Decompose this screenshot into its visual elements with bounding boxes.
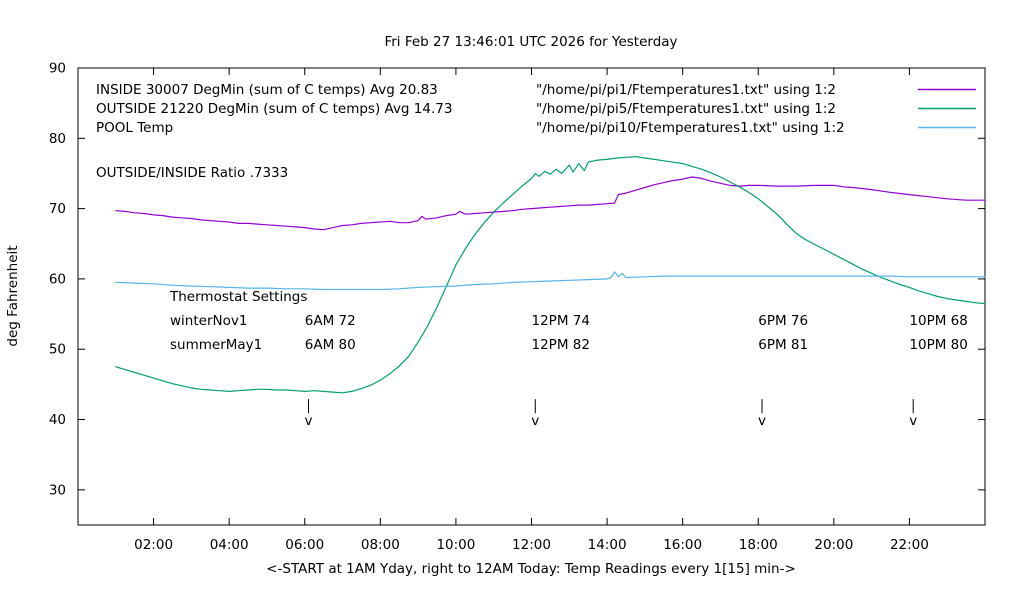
y-tick-label: 60 (49, 271, 66, 287)
y-tick-label: 40 (49, 412, 66, 428)
y-tick-label: 50 (49, 342, 66, 358)
legend-file-inside: "/home/pi/pi1/Ftemperatures1.txt" using … (536, 82, 836, 98)
legend-file-outside: "/home/pi/pi5/Ftemperatures1.txt" using … (536, 101, 836, 117)
thermostat-row-name: summerMay1 (170, 337, 262, 353)
x-tick-label: 18:00 (739, 537, 778, 553)
ratio-annotation: OUTSIDE/INSIDE Ratio .7333 (96, 165, 288, 181)
thermostat-setting: 10PM 80 (909, 337, 967, 353)
chart-title: Fri Feb 27 13:46:01 UTC 2026 for Yesterd… (384, 34, 677, 50)
thermostat-setting: 12PM 74 (532, 313, 590, 329)
y-axis-label: deg Fahrenheit (5, 245, 21, 346)
thermostat-setting: 6PM 76 (758, 313, 808, 329)
thermostat-setting: 12PM 82 (532, 337, 590, 353)
x-tick-label: 22:00 (890, 537, 929, 553)
legend-file-pool: "/home/pi/pi10/Ftemperatures1.txt" using… (536, 120, 845, 136)
x-tick-label: 06:00 (285, 537, 324, 553)
plot-area: 02:00 04:00 06:00 08:00 10:00 12:00 14:00 16:00… (49, 61, 986, 553)
x-axis-label: <-START at 1AM Yday, right to 12AM Today… (266, 561, 796, 577)
y-tick-label: 70 (49, 201, 66, 217)
thermostat-setting: 6AM 72 (305, 313, 356, 329)
x-tick-label: 12:00 (512, 537, 551, 553)
thermostat-setting: 6AM 80 (305, 337, 356, 353)
y-tick-label: 30 (49, 482, 66, 498)
series-line-outside (115, 156, 986, 394)
legend-label-outside: OUTSIDE 21220 DegMin (sum of C temps) Av… (96, 101, 452, 117)
legend-label-pool: POOL Temp (96, 120, 173, 136)
thermostat-setting: 6PM 81 (758, 337, 808, 353)
x-tick-label: 20:00 (814, 537, 853, 553)
x-tick-label: 16:00 (663, 537, 702, 553)
time-marker-arrow-head-icon: v (909, 413, 917, 429)
series-line-inside (115, 176, 986, 231)
y-tick-label: 80 (49, 131, 66, 147)
thermostat-setting: 10PM 68 (909, 313, 967, 329)
time-marker-arrow-head-icon: v (531, 413, 539, 429)
x-tick-label: 04:00 (210, 537, 249, 553)
time-marker-arrow-head-icon: v (305, 413, 313, 429)
thermostat-row-name: winterNov1 (170, 313, 247, 329)
thermostat-heading: Thermostat Settings (169, 289, 307, 305)
x-tick-label: 14:00 (588, 537, 627, 553)
y-tick-label: 90 (49, 61, 66, 77)
x-tick-label: 10:00 (436, 537, 475, 553)
x-tick-label: 08:00 (361, 537, 400, 553)
series-line-pool (115, 271, 986, 291)
legend-label-inside: INSIDE 30007 DegMin (sum of C temps) Avg… (96, 82, 438, 98)
x-tick-label: 02:00 (134, 537, 173, 553)
time-marker-arrow-head-icon: v (758, 413, 766, 429)
